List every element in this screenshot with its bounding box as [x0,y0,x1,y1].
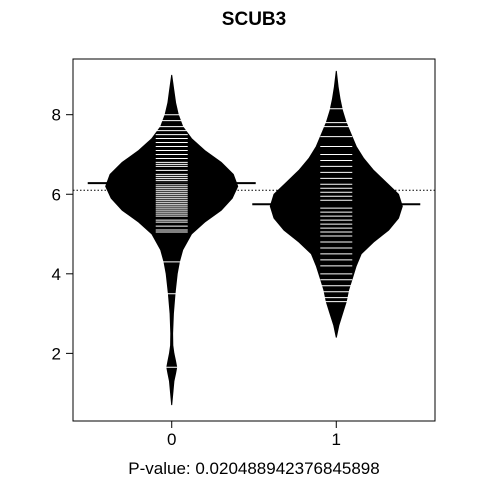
bean-shape [105,74,239,406]
bean-1 [252,70,421,338]
chart-title: SCUB3 [222,9,286,30]
axes-layer: 2 4 6 8 0 1 [52,106,341,449]
plot-frame [72,58,436,422]
beans-layer [73,70,435,406]
y-tick-label: 6 [52,185,61,204]
y-tick-label: 4 [52,265,61,284]
bean-0 [87,74,256,406]
y-tick-label: 2 [52,344,61,363]
x-tick-label: 1 [332,430,341,449]
x-tick-label: 0 [167,430,176,449]
x-axis-label: P-value: 0.020488942376845898 [128,459,379,478]
y-tick-label: 8 [52,106,61,125]
